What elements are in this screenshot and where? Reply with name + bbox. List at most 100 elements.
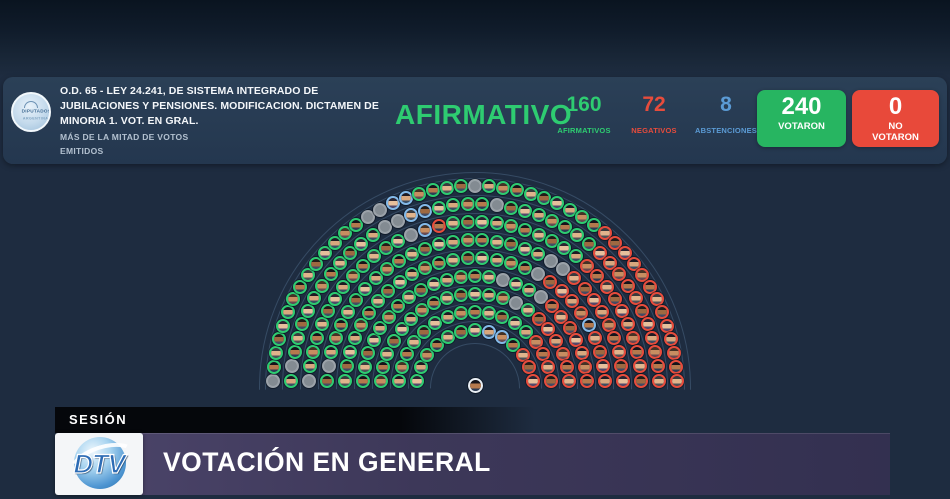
deputy-photo [434,220,445,231]
deputy-photo [322,375,333,386]
seat-negativo [635,303,650,318]
deputy-photo [559,242,570,253]
seat-afirmativo [569,249,584,264]
seat-afirmativo [415,303,430,318]
seat-afirmativo [460,197,475,212]
seat-afirmativo [468,269,482,283]
seat-afirmativo [468,323,482,337]
seat-afirmativo [503,218,518,233]
seat-afirmativo [460,251,475,266]
seat-negativo [642,280,657,294]
deputy-photo [325,269,336,280]
deputy-photo [620,247,631,258]
deputy-photo [409,337,420,348]
seat-negativo [578,360,593,374]
seat-afirmativo [453,179,468,194]
deputy-photo [383,311,394,322]
deputy-photo [414,188,425,199]
deputy-photo [455,290,466,301]
seat-afirmativo [345,268,360,283]
seat-negativo [561,373,576,388]
seat-afirmativo [427,296,442,311]
deputy-photo [381,264,392,275]
deputy-photo [289,347,300,358]
deputy-photo [343,306,354,317]
seat-negativo [528,335,543,350]
seat-afirmativo [374,373,389,388]
deputy-photo [497,312,508,323]
seat-negativo [597,226,612,241]
deputy-photo [539,193,550,204]
deputy-photo [295,282,306,292]
seat-afirmativo [517,260,532,275]
deputy-photo [420,224,431,235]
seat-afirmativo [286,292,301,307]
deputy-photo [605,258,616,269]
seat-afirmativo [475,233,490,248]
seat-afirmativo [454,306,469,321]
seat-afirmativo [327,291,342,306]
deputy-photo [637,305,648,316]
deputy-photo [665,334,676,345]
deputy-photo [533,210,544,221]
seat-afirmativo [420,348,435,363]
seat-afirmativo [426,276,441,291]
deputy-photo [556,286,567,297]
deputy-photo [596,306,607,317]
deputy-photo [418,326,429,337]
deputy-photo [442,312,453,323]
deputy-photo [511,185,522,196]
deputy-photo [429,298,440,309]
dtv-sphere-icon [74,437,126,489]
deputy-photo [412,376,423,386]
deputy-photo [393,235,404,246]
dtv-logo-text: DTV [73,448,126,479]
seat-afirmativo [332,256,347,271]
deputy-photo [292,333,303,344]
seat-afirmativo [269,345,284,360]
seat-abstencion [481,324,496,339]
stat-value: 72 [642,93,666,116]
seat-afirmativo [503,200,518,215]
deputy-photo [429,318,440,329]
deputy-photo [404,292,415,303]
seat-afirmativo [293,280,308,294]
deputy-photo [359,362,370,372]
seat-afirmativo [427,316,442,331]
seat-afirmativo [379,262,394,277]
seat-negativo [577,281,592,296]
deputy-photo [477,217,488,228]
deputy-photo [491,254,502,265]
deputy-photo [601,281,612,292]
deputy-photo [650,347,661,358]
deputy-photo [428,185,438,196]
seat-afirmativo [489,234,504,249]
seat-negativo [594,304,609,319]
voted-label: VOTARON [778,121,825,132]
deputy-photo [525,188,536,199]
seat-sin-voto [556,262,571,277]
vote-counters: 160 AFIRMATIVOS 72 NEGATIVOS 8 ABSTENCIONES [555,93,757,135]
seat-afirmativo [334,317,349,332]
seat-afirmativo [394,360,409,375]
seat-afirmativo [405,267,420,282]
seat-afirmativo [544,233,559,248]
deputy-photo [616,361,627,372]
deputy-photo [484,181,495,192]
seat-negativo [554,309,569,324]
deputy-photo [448,200,459,211]
deputy-photo [442,293,453,304]
deputy-photo [634,361,645,372]
seat-negativo [599,279,614,294]
seat-sin-voto [544,254,559,269]
deputy-photo [406,249,417,260]
seat-afirmativo [366,333,381,348]
seat-afirmativo [410,374,425,388]
stat-negativos: 72 NEGATIVOS [625,93,683,135]
seat-afirmativo [317,245,332,260]
seat-afirmativo [315,278,329,293]
seat-afirmativo [508,316,522,331]
seat-sin-voto [266,373,281,388]
seat-negativo [580,258,595,273]
